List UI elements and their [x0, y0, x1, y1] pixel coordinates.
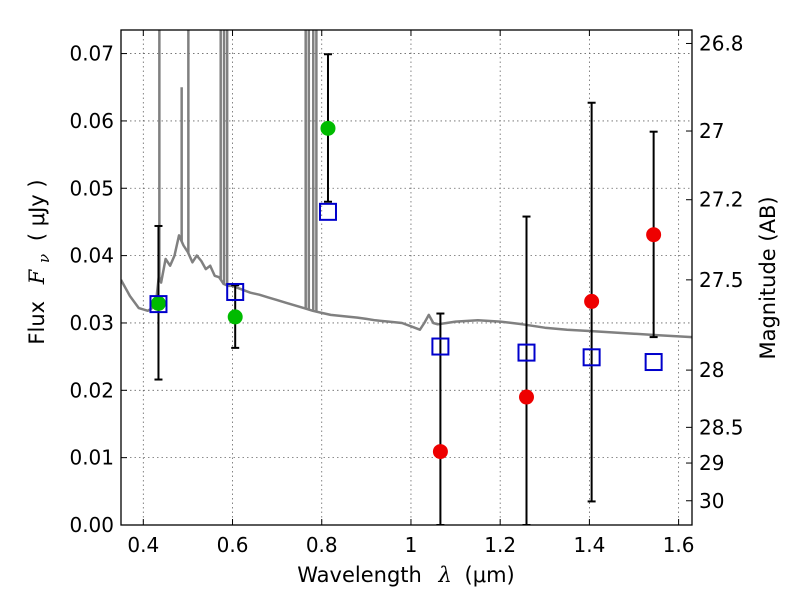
observed-flux-point [646, 227, 662, 243]
x-axis-label-text: Wavelength [297, 563, 422, 587]
y2-tick-label: 27.2 [699, 188, 744, 212]
x-tick-label: 0.6 [217, 533, 249, 557]
observed-flux-point [432, 444, 448, 460]
y2-axis-label: Magnitude (AB) [756, 196, 780, 359]
y-axis-subscript: ν [35, 254, 53, 263]
model-flux-square [517, 343, 536, 362]
y-tick-label: 0.00 [69, 513, 114, 537]
x-tick-label: 0.4 [127, 533, 159, 557]
model-spectrum-line [121, 234, 692, 339]
y2-tick-label: 26.8 [699, 31, 744, 55]
x-axis-unit: (μm) [465, 563, 515, 587]
x-tick-label: 1 [405, 533, 418, 557]
model-flux-square [644, 353, 663, 372]
grid [121, 30, 692, 526]
observed-flux-point [150, 295, 166, 311]
x-axis-symbol: λ [438, 563, 452, 587]
model-flux-square [582, 348, 601, 367]
model-flux-square [431, 337, 450, 356]
plot-frame [120, 29, 693, 526]
y-tick-label: 0.05 [69, 176, 114, 200]
y2-tick-label: 28 [699, 358, 724, 382]
y2-tick-label: 29 [699, 451, 724, 475]
y-tick-label: 0.06 [69, 109, 114, 133]
x-tick-label: 0.8 [306, 533, 338, 557]
model-flux-square [318, 202, 337, 221]
observed-flux-point [320, 120, 336, 136]
y-axis-label-text: Flux [25, 301, 49, 345]
y2-tick-label: 28.5 [699, 415, 744, 439]
x-tick-label: 1.2 [484, 533, 516, 557]
x-tick-label: 1.6 [663, 533, 695, 557]
y-tick-label: 0.07 [69, 42, 114, 66]
observed-flux-point [227, 309, 243, 325]
y-tick-label: 0.04 [69, 244, 114, 268]
y2-tick-label: 30 [699, 489, 724, 513]
y-tick-label: 0.01 [69, 446, 114, 470]
x-axis-label: Wavelength λ (μm) [297, 563, 514, 587]
observed-flux-point [518, 389, 534, 405]
x-tick-label: 1.4 [573, 533, 605, 557]
observed-flux-point [584, 293, 600, 309]
model-flux-square [149, 295, 168, 314]
model-flux-square [226, 282, 245, 301]
axes: 0.4 0.6 0.8 1 1.2 1.4 1.6 0.00 0.01 0.02 0.03 0.04 0… [69, 30, 744, 557]
y-axis-label: Flux F ν ( μJy ) [25, 179, 54, 344]
y2-tick-label: 27.5 [699, 268, 744, 292]
plot-area [121, 30, 692, 525]
y2-tick-label: 27 [699, 119, 724, 143]
y-tick-label: 0.02 [69, 378, 114, 402]
y-axis-symbol: F [25, 268, 49, 285]
y-axis-unit: ( μJy ) [25, 179, 49, 241]
y-tick-label: 0.03 [69, 311, 114, 335]
